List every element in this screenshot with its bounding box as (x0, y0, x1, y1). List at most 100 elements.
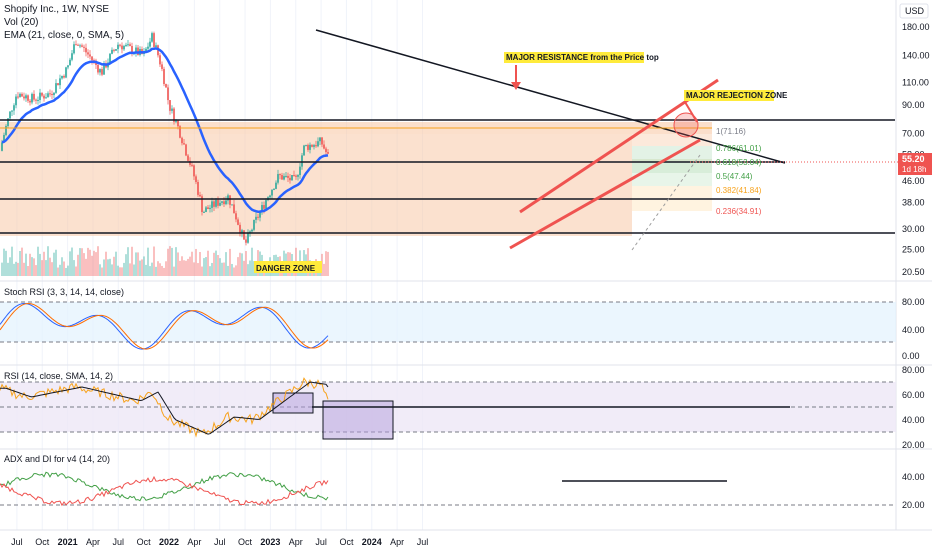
volume-bar (205, 257, 207, 276)
candle-body (261, 205, 263, 212)
candle-body (271, 189, 273, 196)
volume-bar (91, 255, 93, 276)
candle-body (233, 204, 235, 214)
candle-body (149, 41, 151, 47)
volume-bar (65, 267, 67, 276)
candle-body (225, 200, 227, 205)
volume-bar (59, 264, 61, 276)
volume-bar (187, 258, 189, 276)
volume-bar (191, 251, 193, 276)
volume-bar (67, 265, 69, 276)
candle-body (307, 144, 309, 150)
candle-body (293, 175, 295, 177)
candle-body (63, 75, 65, 78)
volume-bar (141, 259, 143, 276)
candle-body (189, 160, 191, 165)
time-tick: 2024 (362, 537, 382, 547)
candle-body (121, 45, 123, 50)
candle-body (239, 224, 241, 234)
rsi-tick: 60.00 (902, 390, 925, 400)
volume-bar (123, 262, 125, 276)
volume-bar (35, 265, 37, 276)
time-tick: Oct (137, 537, 152, 547)
volume-bar (225, 252, 227, 276)
candle-body (281, 175, 283, 180)
stoch-d-line (0, 302, 329, 350)
volume-bar (221, 262, 223, 276)
volume-bar (223, 262, 225, 276)
time-axis[interactable]: Jul Oct 2021 Apr Jul Oct 2022 Apr Jul Oct 2023 Apr J… (11, 537, 428, 547)
volume-bar (85, 258, 87, 276)
volume-bar (75, 266, 77, 276)
price-tick: 30.00 (902, 224, 925, 234)
volume-bar (229, 248, 231, 276)
price-tick: 25.00 (902, 245, 925, 255)
volume-bar (17, 262, 19, 276)
volume-bar (215, 250, 217, 276)
time-tick: Apr (86, 537, 100, 547)
candle-body (87, 52, 89, 55)
candle-body (129, 44, 131, 46)
candle-body (1, 142, 3, 151)
volume-bar (113, 256, 115, 276)
stoch-tick: 0.00 (902, 351, 920, 361)
candle-body (185, 144, 187, 156)
volume-bar (217, 255, 219, 276)
volume-bar (41, 260, 43, 276)
candle-body (77, 44, 79, 46)
volume-bar (39, 253, 41, 276)
volume-bar (197, 263, 199, 276)
volume-bar (327, 251, 329, 276)
rsi-ma-line (0, 381, 329, 435)
candle-body (35, 99, 37, 101)
fib-label: 0.236(34.91) (716, 207, 762, 216)
volume-bar (323, 263, 325, 276)
candle-body (49, 93, 51, 95)
volume-bar (51, 262, 53, 276)
adx-pane (0, 471, 896, 507)
candle-body (123, 45, 125, 50)
candle-body (135, 47, 137, 54)
volume-bar (167, 248, 169, 276)
time-tick: Apr (289, 537, 303, 547)
volume-bar (181, 256, 183, 276)
svg-text:1d 18h: 1d 18h (902, 165, 926, 174)
candle-body (215, 199, 217, 207)
candle-body (169, 100, 171, 111)
candle-body (237, 219, 239, 225)
candle-body (125, 44, 127, 46)
stoch-pane (0, 301, 896, 350)
volume-bar (173, 266, 175, 276)
candle-body (159, 55, 161, 65)
candle-body (203, 211, 205, 213)
volume-bar (101, 267, 103, 276)
volume-bar (25, 253, 27, 276)
volume-bar (89, 249, 91, 276)
candle-body (315, 145, 317, 147)
candle-body (3, 134, 5, 143)
candle-body (243, 230, 245, 240)
volume-bar (9, 257, 11, 276)
candle-body (321, 137, 323, 145)
candle-body (325, 148, 327, 153)
candle-body (269, 195, 271, 198)
candle-body (211, 201, 213, 208)
volume-bar (53, 252, 55, 276)
price-tick: 90.00 (902, 100, 925, 110)
volume-bar (247, 264, 249, 276)
volume-bar (145, 264, 147, 276)
candle-body (19, 93, 21, 98)
volume-bar (163, 267, 165, 276)
candle-body (7, 118, 9, 127)
stoch-tick: 40.00 (902, 325, 925, 335)
candle-body (317, 141, 319, 147)
candle-body (73, 44, 75, 54)
volume-bar (5, 250, 7, 276)
volume-bar (37, 246, 39, 276)
volume-bar (213, 252, 215, 276)
volume-bar (21, 247, 23, 276)
adx-tick: 20.00 (902, 500, 925, 510)
volume-bar (209, 266, 211, 276)
volume-bar (135, 252, 137, 276)
